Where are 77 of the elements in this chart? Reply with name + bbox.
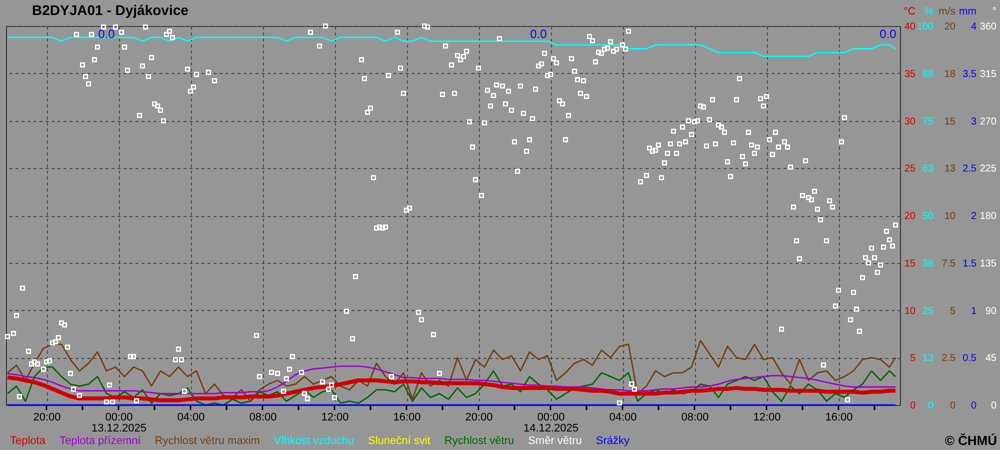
text: Teplota [10, 435, 46, 447]
text: Rychlost větru maxim [154, 435, 260, 447]
x-tick-label: 04:00 [609, 412, 637, 424]
y2-tick-label: 0 [970, 400, 977, 412]
x-tick-label: 20:00 [33, 412, 61, 424]
y3-tick-label: 13 [944, 164, 956, 175]
y-tick-label: 35 [904, 68, 916, 80]
y-tick-label: 225 [980, 164, 997, 175]
text: Rychlost větru [444, 435, 514, 447]
y-tick-label: 0 [910, 400, 916, 412]
y2-tick-label: 2.5 [962, 164, 977, 175]
y3-tick-label: 5 [950, 306, 956, 317]
y-tick-label: 135 [980, 258, 997, 270]
y2-tick-label: 13 [922, 353, 934, 364]
x-tick-label: 08:00 [249, 412, 277, 424]
x-tick-label: 16:00 [393, 412, 421, 424]
y3-tick-label: 10 [944, 211, 956, 222]
y-tick-label: 5 [910, 353, 916, 364]
x-tick-label: 00:00 14.12.2025 [523, 412, 579, 434]
y3-tick-label: 20 [944, 22, 956, 32]
x-tick-label: 08:00 [681, 412, 709, 424]
y2-tick-label: 3 [970, 116, 977, 128]
y2-tick-label: 2 [970, 211, 977, 222]
x-tick-label: 00:00 13.12.2025 [91, 412, 147, 434]
chart-title: B2DYJA01 - Dyjákovice [32, 2, 189, 18]
line-series [6, 365, 896, 394]
y-tick-label: 40 [904, 22, 916, 32]
y2-tick-label: 0 [928, 400, 934, 412]
line-series [6, 340, 896, 402]
text: Vlhkost vzduchu [274, 435, 354, 447]
line-series [6, 366, 896, 406]
annotation: 0.0 [530, 27, 548, 41]
y-tick-label: 30 [904, 116, 916, 128]
y-tick-label: 15 [904, 258, 916, 270]
y-tick-label: 0 [990, 400, 997, 412]
y2-tick-label: 50 [922, 211, 934, 222]
legend-label: Sluneční svit [368, 435, 430, 447]
y3-tick-label: 2.5 [942, 353, 956, 364]
y2-tick-label: 100 [916, 22, 934, 32]
y3-axis-title: m/s [938, 6, 956, 18]
y-axis-title: ° [992, 6, 996, 18]
y3-tick-label: 0 [950, 400, 956, 412]
y-tick-label: 25 [904, 164, 916, 175]
y2-tick-label: 38 [922, 258, 934, 270]
y-tick-label: 45 [985, 353, 997, 364]
y3-tick-label: 7.5 [942, 258, 956, 270]
x-tick-label: 12:00 [321, 412, 349, 424]
x-tick-label: 20:00 [465, 412, 493, 424]
y2-tick-label: 25 [922, 306, 934, 317]
y-tick-label: 10 [904, 306, 916, 317]
text: © ČHMÚ [944, 433, 997, 448]
y2-axis-title: mm [959, 6, 977, 18]
x-tick-label: 12:00 [753, 412, 781, 424]
x-tick-label: 16:00 [825, 412, 853, 424]
y-axis-title: °C [904, 6, 916, 18]
y-tick-label: 270 [980, 116, 997, 128]
x-tick-label: 04:00 [177, 412, 205, 424]
y3-tick-label: 15 [944, 116, 956, 128]
text: Srážky [596, 435, 630, 447]
y-tick-label: 180 [980, 211, 997, 222]
y-tick-label: 90 [985, 306, 997, 317]
y2-tick-label: 75 [922, 116, 934, 128]
y3-tick-label: 18 [944, 68, 956, 80]
y-tick-label: 360 [980, 22, 997, 32]
y2-tick-label: 4 [970, 22, 977, 32]
y2-tick-label: 1 [970, 306, 977, 317]
y2-tick-label: 1.5 [962, 258, 977, 270]
y2-axis-title: % [924, 6, 934, 18]
y-tick-label: 315 [980, 68, 997, 80]
y2-tick-label: 3.5 [962, 68, 977, 80]
text: Teplota přízemní [59, 435, 142, 447]
y2-tick-label: 88 [922, 68, 934, 80]
y2-tick-label: 0.5 [962, 353, 977, 364]
y2-tick-label: 63 [922, 164, 934, 175]
y-tick-label: 20 [904, 211, 916, 222]
text: Směr větru [528, 435, 582, 447]
annotation: 0.0 [880, 27, 897, 41]
